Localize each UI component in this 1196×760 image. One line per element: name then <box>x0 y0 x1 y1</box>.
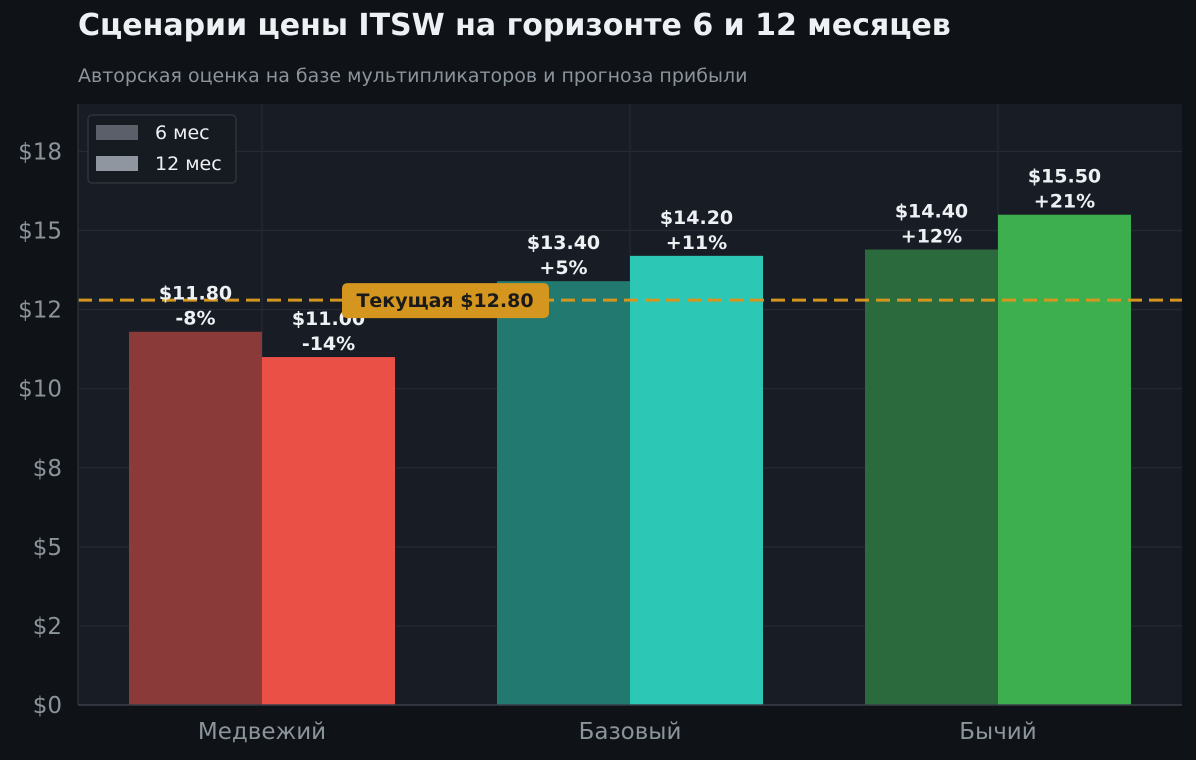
bar <box>497 281 630 705</box>
legend-swatch-12m <box>96 156 138 171</box>
y-tick-label: $8 <box>33 456 62 482</box>
bar <box>630 255 763 705</box>
x-tick-label: Бычий <box>959 719 1036 745</box>
y-tick-label: $12 <box>18 298 62 324</box>
bar <box>262 357 395 705</box>
y-tick-label: $15 <box>18 219 62 245</box>
bar-value-label: $13.40 <box>527 232 600 254</box>
chart-title: Сценарии цены ITSW на горизонте 6 и 12 м… <box>78 8 951 43</box>
y-tick-label: $2 <box>33 614 62 640</box>
bar-change-label: -14% <box>302 333 355 355</box>
bar-value-label: $11.80 <box>159 283 232 305</box>
bar-change-label: -8% <box>175 308 215 330</box>
bar-change-label: +11% <box>666 232 727 254</box>
bar-change-label: +21% <box>1034 191 1095 213</box>
bar-value-label: $14.20 <box>660 207 733 229</box>
y-tick-label: $5 <box>33 535 62 561</box>
bar-value-label: $14.40 <box>895 201 968 223</box>
chart-subtitle: Авторская оценка на базе мультипликаторо… <box>78 65 748 87</box>
bar-change-label: +5% <box>539 257 587 279</box>
legend-swatch-6m <box>96 125 138 140</box>
x-tick-label: Базовый <box>579 719 682 745</box>
bar-value-label: $15.50 <box>1028 166 1101 188</box>
legend-label: 12 мес <box>155 153 222 175</box>
bar <box>129 331 262 705</box>
bar <box>865 249 998 706</box>
bar-change-label: +12% <box>901 226 962 248</box>
legend-label: 6 мес <box>155 122 210 144</box>
bar <box>998 214 1131 706</box>
current-price-label: Текущая $12.80 <box>356 290 533 312</box>
y-tick-label: $0 <box>33 693 62 719</box>
x-tick-label: Медвежий <box>198 719 326 745</box>
y-tick-label: $18 <box>18 139 62 165</box>
y-tick-label: $10 <box>18 377 62 403</box>
current-price-badge <box>342 283 549 319</box>
